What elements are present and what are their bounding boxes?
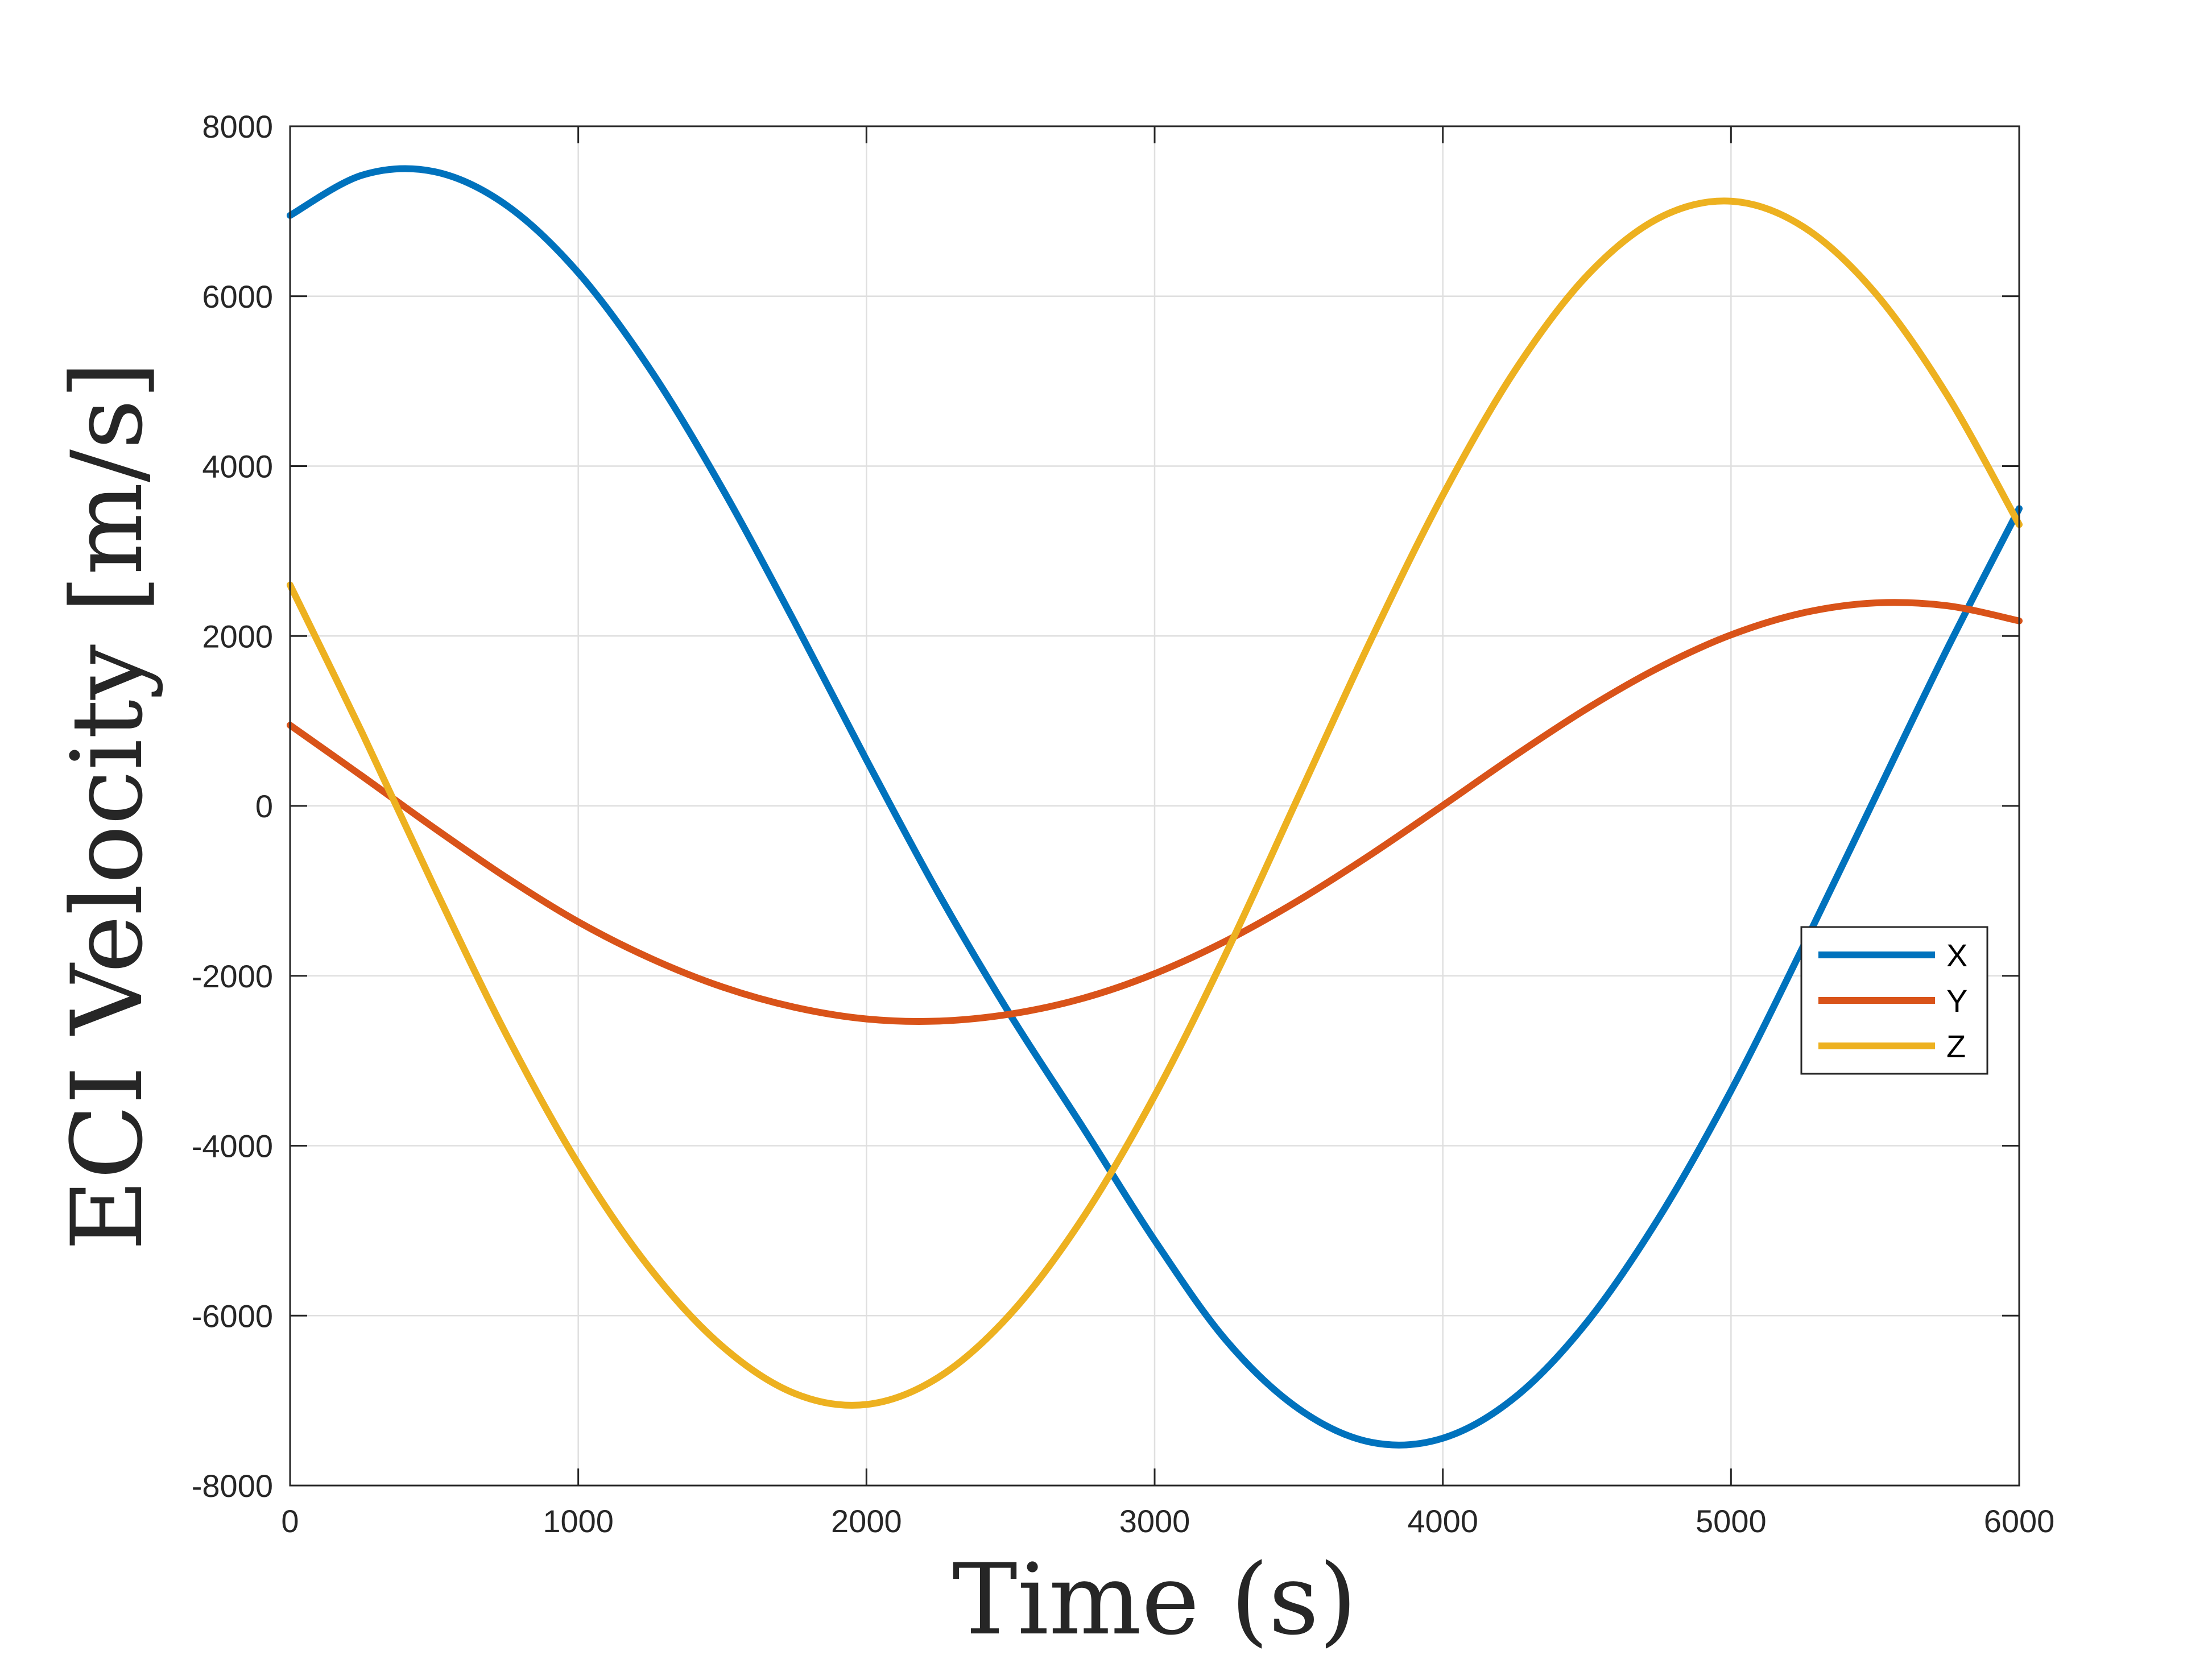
legend-label-z: Z [1946,1028,1966,1064]
y-tick-label: -4000 [192,1128,273,1164]
legend-label-x: X [1946,937,1967,973]
x-tick-label: 4000 [1407,1503,1478,1539]
x-tick-labels: 0 1000 2000 3000 4000 5000 6000 [281,1503,2054,1539]
series-line-z [287,197,2023,1409]
y-tick-label: 6000 [202,279,273,315]
series-layer [287,165,2023,1449]
x-tick-label: 3000 [1119,1503,1190,1539]
y-tick-label: 4000 [202,449,273,485]
y-tick-label: -2000 [192,958,273,994]
x-axis-title: Time (s) [952,1542,1357,1657]
series-line-y [287,599,2023,1025]
y-tick-label: -6000 [192,1298,273,1334]
legend-label-y: Y [1946,983,1967,1019]
y-tick-label: 0 [255,788,273,824]
y-tick-label: 8000 [202,109,273,144]
x-tick-label: 0 [281,1503,299,1539]
x-tick-label: 2000 [831,1503,902,1539]
x-tick-label: 6000 [1984,1503,2055,1539]
y-tick-label: -8000 [192,1468,273,1504]
y-tick-labels: -8000 -6000 -4000 -2000 0 2000 4000 6000 8000 [192,109,273,1504]
series-line-x [287,165,2023,1449]
legend: XYZ [1800,926,1988,1075]
y-tick-label: 2000 [202,618,273,654]
y-axis-title: ECI Velocity [m/s] [50,361,164,1251]
x-tick-label: 1000 [543,1503,614,1539]
x-tick-label: 5000 [1696,1503,1767,1539]
tick-marks [289,125,2020,1487]
